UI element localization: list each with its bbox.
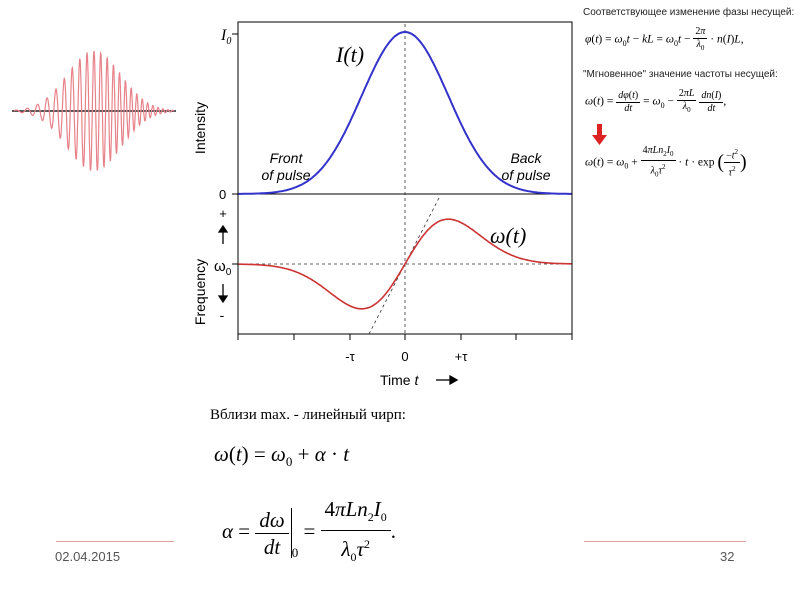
back-of-pulse-line2: of pulse (501, 167, 550, 183)
footer-divider-right (584, 541, 746, 542)
frequency-heading: "Мгновенное" значение частоты несущей: (583, 69, 778, 80)
phase-heading: Соответствующее изменение фазы несущей: (583, 7, 795, 18)
front-of-pulse-line2: of pulse (261, 167, 310, 183)
near-max-heading: Вблизи max. - линейный чирп: (210, 407, 406, 423)
plot-frame (232, 21, 573, 340)
curve-i-label: I(t) (335, 42, 364, 67)
chirp-equation: ω(t) = ω0 + 4πLn2I0 λ0τ2 · t · exp (−t2 τ2… (585, 145, 747, 179)
phase-equation: φ(t) = ω0t − kL = ω0t − 2π λ0 · n(I)L, (585, 26, 744, 52)
frequency-axis-arrows (217, 224, 229, 304)
curve-omega-label: ω(t) (490, 223, 526, 248)
intensity-axis-label: Intensity (192, 102, 208, 154)
intensity-curve (238, 30, 572, 195)
minus-label: - (220, 307, 225, 323)
tick-zero: 0 (401, 349, 408, 364)
frequency-curve (238, 218, 572, 310)
time-axis-label: Time t (380, 372, 419, 388)
pulse-waveform-illustration (12, 50, 176, 171)
i0-label: I0 (220, 27, 231, 47)
zero-top-label: 0 (219, 187, 226, 202)
frequency-equation: ω(t) = dφ(t) dt = ω0 − 2πL λ0 dn(I) dt, (585, 88, 727, 114)
omega0-label: ω0 (214, 258, 232, 278)
back-of-pulse-line1: Back (510, 150, 542, 166)
footer-date: 02.04.2015 (55, 549, 121, 564)
front-of-pulse-line1: Front (270, 150, 304, 166)
linear-chirp-equation: ω(t) = ω0 + α · t (214, 442, 350, 470)
pulse-wave (14, 50, 175, 171)
tick-minus-tau: -τ (345, 349, 355, 364)
frequency-axis-label: Frequency (192, 259, 208, 325)
footer-divider-left (56, 541, 174, 542)
red-down-arrow-icon (592, 124, 607, 145)
page-number: 32 (720, 549, 735, 564)
tick-plus-tau: +τ (455, 349, 469, 364)
plus-label: + (219, 206, 227, 221)
alpha-equation: α = dω dt 0 = 4πLn2I0 λ0τ2. (222, 497, 396, 565)
time-arrow (436, 374, 459, 386)
